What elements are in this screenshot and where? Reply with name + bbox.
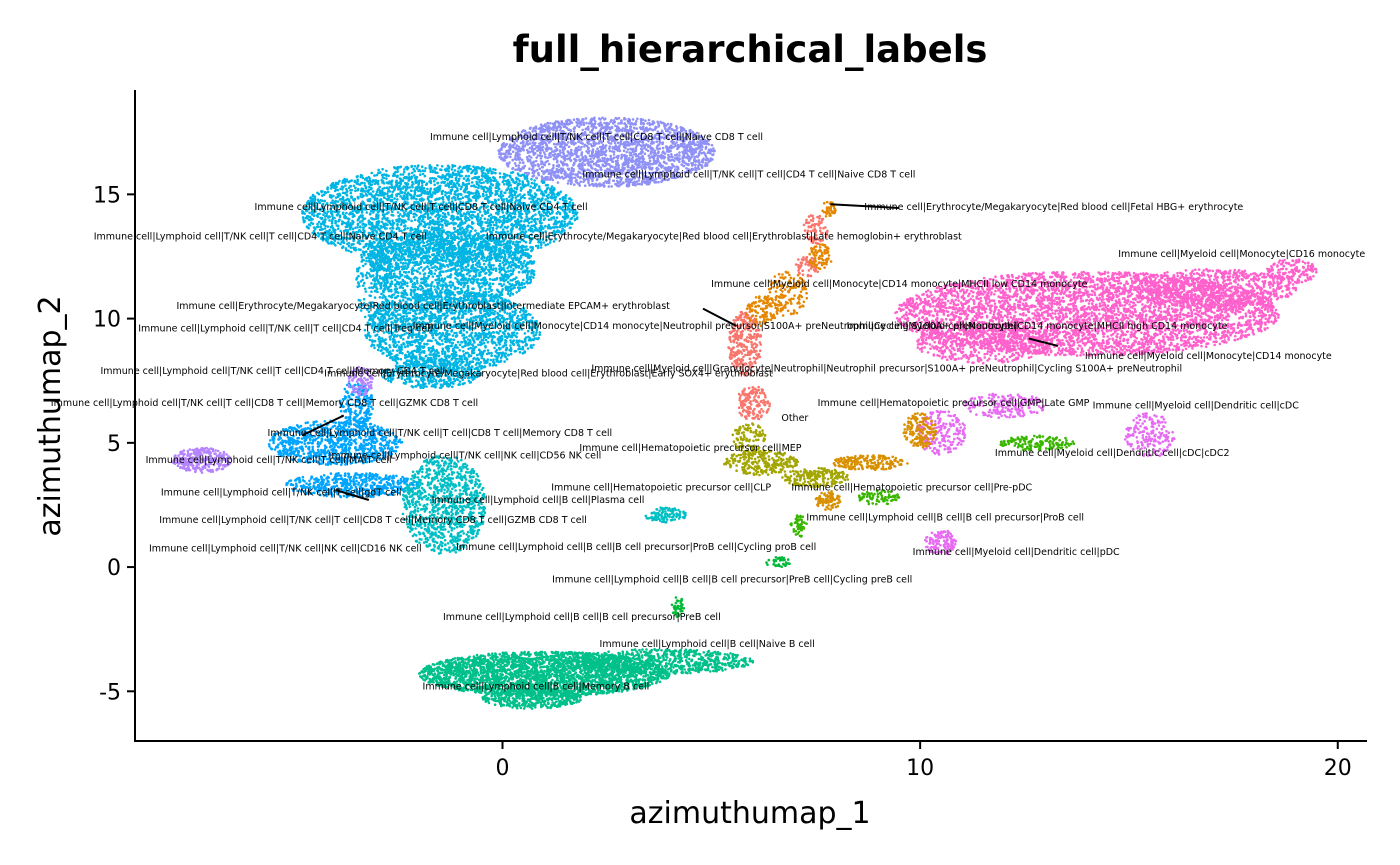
y-tick-label: -5 xyxy=(99,680,121,705)
cluster-label: Immune cell|Lymphoid cell|T/NK cell|T ce… xyxy=(268,428,613,439)
cluster-label: Immune cell|Hematopoietic precursor cell… xyxy=(551,483,771,494)
cluster-13-points xyxy=(670,556,791,618)
cluster-label: Immune cell|Myeloid cell|Monocyte|CD14 m… xyxy=(847,321,1228,332)
cluster-label: Immune cell|Myeloid cell|Monocyte|CD16 m… xyxy=(1118,249,1365,260)
leader-line xyxy=(335,489,370,501)
scatter-points xyxy=(172,116,1318,710)
leader-line xyxy=(702,307,737,327)
y-tick-label: 15 xyxy=(93,183,121,208)
x-axis-title: azimuthumap_1 xyxy=(629,796,870,831)
cluster-label: Immune cell|Lymphoid cell|T/NK cell|NK c… xyxy=(329,450,602,461)
cluster-label: Immune cell|Lymphoid cell|T/NK cell|T ce… xyxy=(146,455,392,466)
cluster-label: Immune cell|Hematopoietic precursor cell… xyxy=(818,398,1090,409)
cluster-label: Immune cell|Lymphoid cell|T/NK cell|T ce… xyxy=(430,132,763,143)
y-tick-label: 0 xyxy=(107,556,121,581)
cluster-label: Immune cell|Myeloid cell|Granulocyte|Neu… xyxy=(591,363,1182,374)
x-tick-label: 0 xyxy=(496,756,510,781)
cluster-5-points xyxy=(418,648,755,710)
cluster-label: Immune cell|Lymphoid cell|T/NK cell|T ce… xyxy=(161,488,402,499)
cluster-11-points xyxy=(814,412,937,511)
cluster-label: Immune cell|Lymphoid cell|B cell|B cell … xyxy=(443,612,721,623)
cluster-label: Immune cell|Myeloid cell|Dendritic cell|… xyxy=(913,547,1120,558)
y-axis-ticks: -5 0 5 10 15 xyxy=(93,183,135,705)
cluster-4-points xyxy=(401,455,687,555)
cluster-label: Immune cell|Lymphoid cell|B cell|Plasma … xyxy=(432,495,645,506)
cluster-label: Immune cell|Lymphoid cell|T/NK cell|T ce… xyxy=(94,232,427,243)
cluster-12-points xyxy=(789,434,1076,538)
leader-line xyxy=(301,414,345,437)
cluster-label: Immune cell|Myeloid cell|Dendritic cell|… xyxy=(995,448,1230,459)
cluster-labels: Immune cell|Lymphoid cell|T/NK cell|T ce… xyxy=(51,132,1366,692)
y-tick-label: 5 xyxy=(107,432,121,457)
cluster-label: Immune cell|Lymphoid cell|T/NK cell|T ce… xyxy=(51,398,478,409)
cluster-label: Immune cell|Myeloid cell|Dendritic cell|… xyxy=(1093,401,1300,412)
cluster-label: Immune cell|Hematopoietic precursor cell… xyxy=(791,483,1032,494)
cluster-6-points xyxy=(894,258,1318,365)
x-tick-label: 20 xyxy=(1324,756,1352,781)
cluster-label: Immune cell|Lymphoid cell|B cell|Memory … xyxy=(423,681,650,692)
chart-title: full_hierarchical_labels xyxy=(513,28,988,71)
cluster-label: Other xyxy=(781,413,808,424)
cluster-label: Immune cell|Lymphoid cell|T/NK cell|T ce… xyxy=(255,202,588,213)
cluster-label: Immune cell|Hematopoietic precursor cell… xyxy=(579,443,801,454)
cluster-10-points xyxy=(723,422,850,489)
cluster-7-points xyxy=(915,392,1176,555)
y-tick-label: 10 xyxy=(93,308,121,333)
cluster-0-points xyxy=(497,116,716,188)
cluster-label: Immune cell|Lymphoid cell|T/NK cell|T ce… xyxy=(159,515,587,526)
cluster-3-points xyxy=(172,365,374,474)
cluster-9-points xyxy=(744,200,837,328)
cluster-label: Immune cell|Myeloid cell|Monocyte|CD14 m… xyxy=(711,279,1088,290)
cluster-label: Immune cell|Erythrocyte/Megakaryocyte|Re… xyxy=(486,232,962,243)
cluster-label: Immune cell|Lymphoid cell|T/NK cell|T ce… xyxy=(100,366,445,377)
cluster-label: Immune cell|Lymphoid cell|B cell|Naive B… xyxy=(600,639,815,650)
cluster-label: Immune cell|Myeloid cell|Monocyte|CD14 m… xyxy=(413,321,1019,332)
cluster-label: Immune cell|Lymphoid cell|B cell|B cell … xyxy=(806,512,1084,523)
cluster-1-points xyxy=(301,164,579,390)
leader-line xyxy=(830,203,900,210)
x-tick-label: 10 xyxy=(906,756,934,781)
cluster-label: Immune cell|Lymphoid cell|T/NK cell|T ce… xyxy=(582,169,915,180)
y-axis-title: azimuthumap_2 xyxy=(33,295,68,536)
cluster-2-points xyxy=(267,382,421,499)
cluster-label: Immune cell|Lymphoid cell|T/NK cell|T ce… xyxy=(138,324,432,335)
cluster-label: Immune cell|Erythrocyte/Megakaryocyte|Re… xyxy=(176,301,670,312)
cluster-label: Immune cell|Myeloid cell|Monocyte|CD14 m… xyxy=(1085,351,1332,362)
cluster-label: Immune cell|Lymphoid cell|B cell|B cell … xyxy=(552,574,912,585)
x-axis-ticks: 0 10 20 xyxy=(496,741,1352,781)
cluster-8-points xyxy=(727,214,829,421)
cluster-label: Immune cell|Lymphoid cell|T/NK cell|NK c… xyxy=(149,543,422,554)
cluster-label: Immune cell|Erythrocyte/Megakaryocyte|Re… xyxy=(324,368,773,379)
cluster-label: Immune cell|Erythrocyte/Megakaryocyte|Re… xyxy=(864,202,1243,213)
label-leader-lines xyxy=(301,203,1059,501)
cluster-label: Immune cell|Lymphoid cell|B cell|B cell … xyxy=(456,542,816,553)
leader-line xyxy=(1028,337,1059,347)
